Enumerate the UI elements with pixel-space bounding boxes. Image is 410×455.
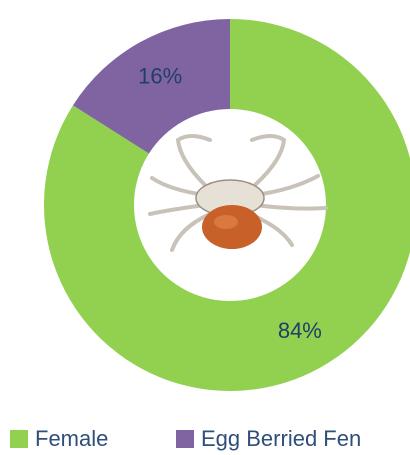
slice-label: 16% [138, 64, 182, 89]
slice [72, 19, 230, 154]
legend-label: Egg Berried Fen [201, 426, 361, 451]
slice-label: 84% [278, 318, 322, 343]
slice [44, 19, 410, 391]
donut: 84% 16% [44, 19, 410, 391]
legend-swatch [176, 430, 194, 448]
legend: Female Egg Berried Fen [10, 426, 361, 451]
crab-illustration [148, 134, 328, 252]
legend-swatch [10, 430, 28, 448]
legend-label: Female [35, 426, 108, 451]
